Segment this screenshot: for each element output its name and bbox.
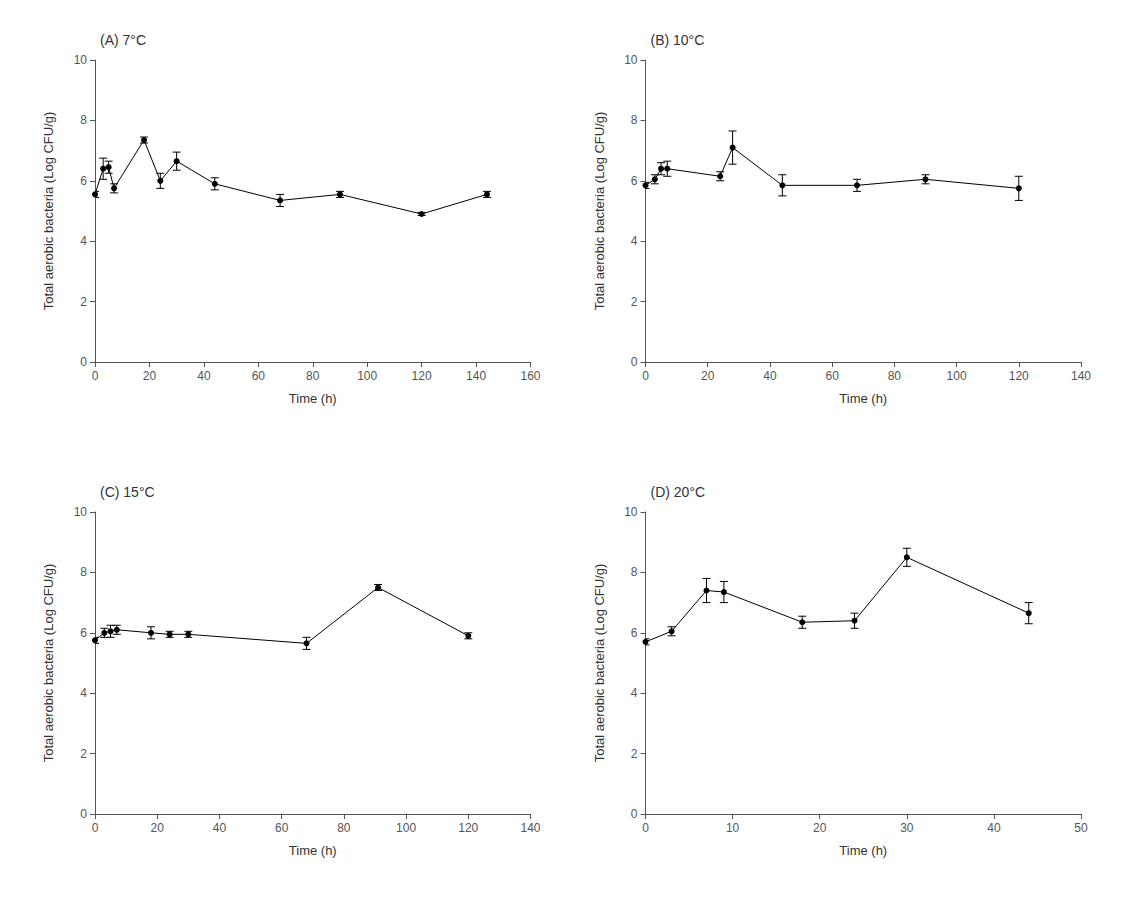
svg-text:20: 20 — [151, 821, 165, 835]
svg-text:2: 2 — [80, 295, 87, 309]
svg-text:60: 60 — [275, 821, 289, 835]
svg-text:0: 0 — [80, 355, 87, 369]
svg-text:20: 20 — [701, 369, 715, 383]
svg-text:50: 50 — [1074, 821, 1088, 835]
svg-text:0: 0 — [631, 355, 638, 369]
svg-text:Total aerobic bacteria (Log CF: Total aerobic bacteria (Log CFU/g) — [592, 112, 607, 311]
svg-text:120: 120 — [458, 821, 478, 835]
svg-text:10: 10 — [74, 505, 88, 519]
svg-text:Total aerobic bacteria (Log CF: Total aerobic bacteria (Log CFU/g) — [41, 564, 56, 763]
svg-text:140: 140 — [520, 821, 540, 835]
svg-text:4: 4 — [80, 686, 87, 700]
svg-text:10: 10 — [624, 53, 638, 67]
svg-text:Total aerobic bacteria (Log CF: Total aerobic bacteria (Log CFU/g) — [41, 112, 56, 311]
svg-text:100: 100 — [357, 369, 377, 383]
svg-text:4: 4 — [631, 234, 638, 248]
svg-text:140: 140 — [1071, 369, 1091, 383]
svg-text:40: 40 — [987, 821, 1001, 835]
svg-text:(D) 20°C: (D) 20°C — [651, 484, 706, 500]
svg-text:100: 100 — [396, 821, 416, 835]
svg-text:30: 30 — [900, 821, 914, 835]
svg-text:20: 20 — [813, 821, 827, 835]
svg-text:140: 140 — [466, 369, 486, 383]
svg-text:0: 0 — [631, 807, 638, 821]
svg-text:Time (h): Time (h) — [839, 391, 887, 406]
svg-text:(C) 15°C: (C) 15°C — [100, 484, 155, 500]
svg-text:8: 8 — [80, 113, 87, 127]
svg-text:60: 60 — [252, 369, 266, 383]
svg-text:0: 0 — [92, 821, 99, 835]
svg-text:(A) 7°C: (A) 7°C — [100, 32, 146, 48]
svg-text:20: 20 — [143, 369, 157, 383]
svg-text:Time (h): Time (h) — [289, 843, 337, 858]
svg-text:0: 0 — [642, 369, 649, 383]
svg-text:6: 6 — [631, 626, 638, 640]
svg-text:120: 120 — [412, 369, 432, 383]
svg-text:6: 6 — [80, 626, 87, 640]
svg-text:8: 8 — [80, 565, 87, 579]
svg-text:10: 10 — [726, 821, 740, 835]
svg-text:Time (h): Time (h) — [289, 391, 337, 406]
svg-text:(B) 10°C: (B) 10°C — [651, 32, 705, 48]
svg-text:2: 2 — [631, 747, 638, 761]
svg-text:0: 0 — [92, 369, 99, 383]
svg-text:80: 80 — [337, 821, 351, 835]
svg-text:4: 4 — [80, 234, 87, 248]
svg-text:Time (h): Time (h) — [839, 843, 887, 858]
svg-text:0: 0 — [80, 807, 87, 821]
svg-text:2: 2 — [631, 295, 638, 309]
svg-text:2: 2 — [80, 747, 87, 761]
svg-text:8: 8 — [631, 565, 638, 579]
svg-text:160: 160 — [520, 369, 540, 383]
svg-text:Total aerobic bacteria (Log CF: Total aerobic bacteria (Log CFU/g) — [592, 564, 607, 763]
svg-text:40: 40 — [197, 369, 211, 383]
svg-text:10: 10 — [74, 53, 88, 67]
svg-text:4: 4 — [631, 686, 638, 700]
svg-text:10: 10 — [624, 505, 638, 519]
svg-text:8: 8 — [631, 113, 638, 127]
svg-text:6: 6 — [631, 174, 638, 188]
svg-text:100: 100 — [947, 369, 967, 383]
svg-text:40: 40 — [763, 369, 777, 383]
svg-text:120: 120 — [1009, 369, 1029, 383]
svg-text:80: 80 — [306, 369, 320, 383]
svg-text:6: 6 — [80, 174, 87, 188]
svg-text:40: 40 — [213, 821, 227, 835]
svg-text:60: 60 — [825, 369, 839, 383]
svg-text:80: 80 — [888, 369, 902, 383]
svg-text:0: 0 — [642, 821, 649, 835]
